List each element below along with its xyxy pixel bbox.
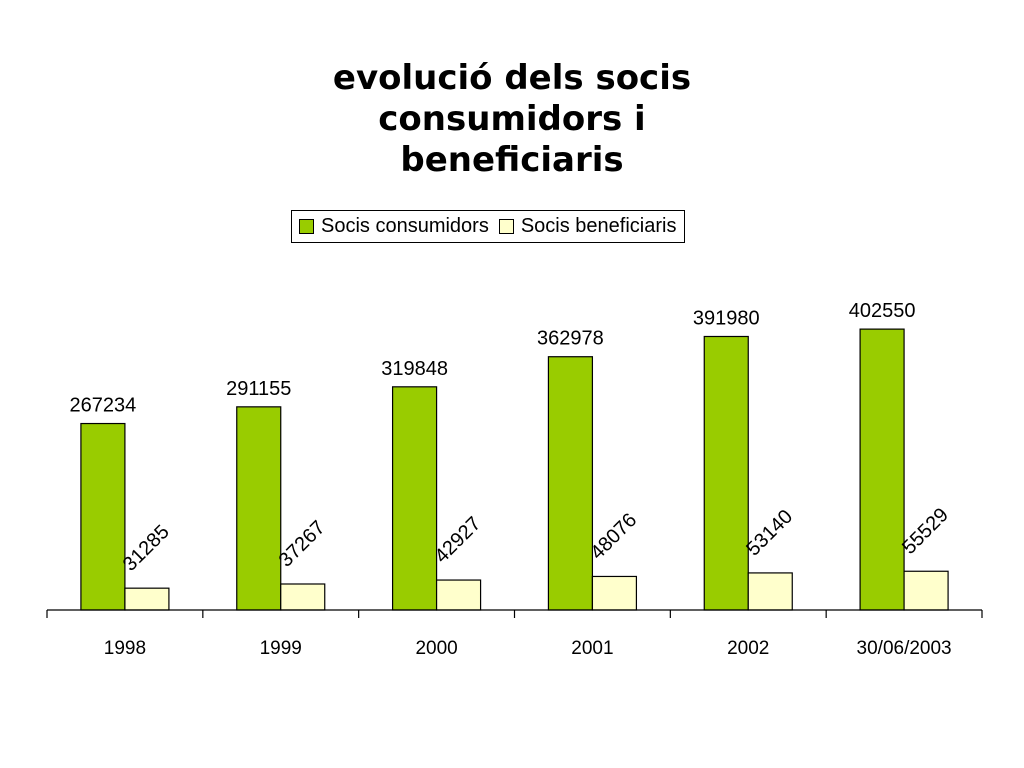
chart-legend: Socis consumidors Socis beneficiaris (291, 210, 686, 243)
x-tick-label-1999: 1999 (260, 638, 302, 659)
data-label-socis-beneficiaris-1998: 31285 (119, 521, 174, 576)
data-label-socis-consumidors-2001: 362978 (537, 328, 604, 350)
bar-socis-consumidors-1999 (236, 406, 282, 611)
bar-socis-beneficiaris-1998 (124, 587, 170, 611)
data-label-socis-consumidors-1999: 291155 (226, 378, 291, 400)
x-tick-label-2002: 2002 (727, 638, 769, 659)
data-label-socis-beneficiaris-2001: 48076 (586, 509, 641, 564)
x-tick-label-2000: 2000 (415, 638, 457, 659)
legend-swatch-beneficiaris (498, 219, 514, 234)
chart-title-line-1: evolució dels socis consumidors i (332, 58, 692, 139)
bar-socis-consumidors-30-06-2003 (859, 328, 905, 611)
data-label-socis-consumidors-2000: 319848 (381, 358, 448, 380)
bar-socis-beneficiaris-2000 (435, 579, 482, 611)
data-label-socis-consumidors-30-06-2003: 402550 (849, 300, 916, 322)
data-label-socis-beneficiaris-2000: 42927 (431, 513, 486, 568)
bar-socis-consumidors-2002 (703, 335, 749, 611)
data-label-socis-beneficiaris-1999: 37267 (275, 517, 330, 572)
chart-title: evolució dels socis consumidors i benefi… (212, 58, 812, 181)
x-tick-label-30-06-2003: 30/06/2003 (857, 638, 952, 659)
legend-label-consumidors: Socis consumidors (321, 215, 489, 237)
bar-socis-beneficiaris-30-06-2003 (903, 570, 949, 611)
x-tick-label-1998: 1998 (104, 638, 146, 659)
bar-socis-beneficiaris-2001 (591, 575, 638, 611)
bar-socis-beneficiaris-2002 (747, 572, 793, 611)
bar-socis-beneficiaris-1999 (280, 583, 326, 611)
chart-title-line-2: beneficiaris (400, 140, 624, 180)
bar-socis-consumidors-2001 (547, 356, 594, 611)
data-label-socis-consumidors-2002: 391980 (693, 307, 760, 329)
bar-socis-consumidors-2000 (391, 386, 438, 611)
legend-swatch-consumidors (299, 219, 314, 234)
legend-label-beneficiaris: Socis beneficiaris (520, 215, 677, 237)
legend-item-consumidors: Socis consumidors (299, 215, 489, 238)
data-label-socis-consumidors-1998: 267234 (70, 395, 137, 417)
data-label-socis-beneficiaris-30-06-2003: 55529 (898, 504, 953, 559)
legend-item-beneficiaris: Socis beneficiaris (498, 215, 677, 238)
x-tick-label-2001: 2001 (571, 638, 613, 659)
data-label-socis-beneficiaris-2002: 53140 (742, 506, 797, 561)
bar-socis-consumidors-1998 (80, 422, 126, 611)
